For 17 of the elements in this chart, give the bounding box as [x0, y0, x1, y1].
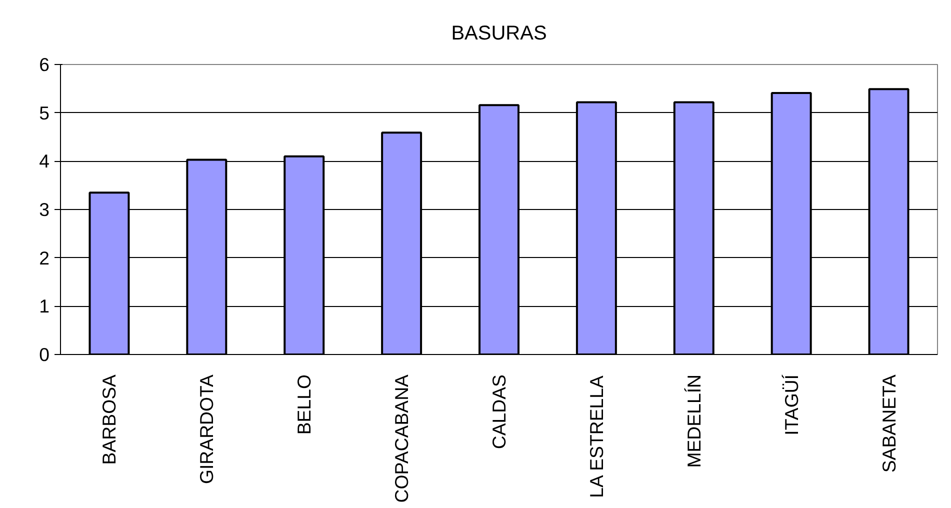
y-tick-label: 0 [39, 344, 50, 365]
x-tick-label: LA ESTRELLA [586, 374, 607, 498]
y-tick-label: 2 [39, 247, 50, 268]
x-tick-label: SABANETA [878, 374, 900, 473]
y-tick-label: 4 [39, 150, 50, 172]
x-tick-label: CALDAS [488, 374, 510, 450]
x-tick-label: BELLO [294, 374, 315, 435]
x-tick-label: MEDELLÍN [683, 374, 704, 468]
x-tick-label: ITAGÜÍ [780, 374, 802, 436]
x-tick-label: COPACABANA [391, 374, 412, 503]
x-tick-label: GIRARDOTA [196, 374, 218, 484]
y-tick-label: 6 [39, 54, 50, 75]
y-tick-label: 1 [39, 296, 50, 317]
y-tick-label: 3 [39, 199, 50, 220]
y-tick-label: 5 [39, 102, 50, 124]
chart-title: BASURAS [451, 22, 547, 44]
x-tick-label: BARBOSA [98, 374, 120, 465]
